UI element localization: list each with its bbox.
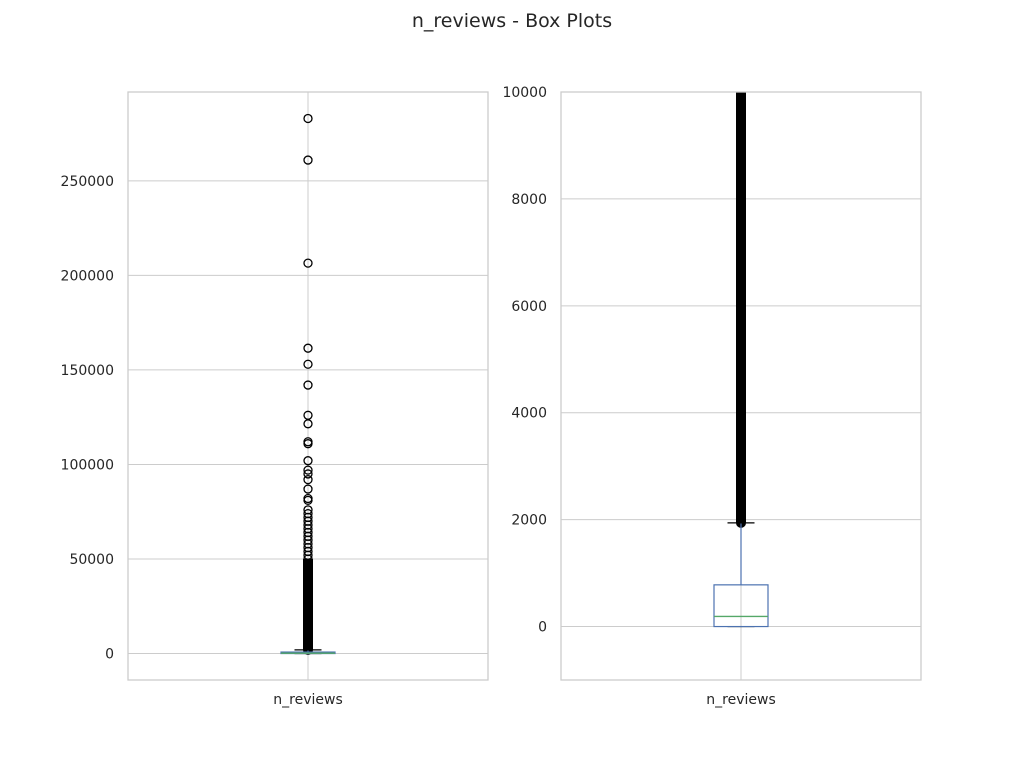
left-outlier-point	[303, 380, 313, 390]
left-outlier-point	[303, 550, 313, 560]
left-y-tick-label: 50000	[69, 552, 114, 568]
figure-title: n_reviews - Box Plots	[411, 10, 613, 32]
right-x-tick-label: n_reviews	[706, 692, 775, 708]
left-y-tick-label: 250000	[61, 174, 114, 190]
left-outlier-point	[303, 469, 313, 479]
left-outlier-point	[303, 419, 313, 429]
right-y-tick-label: 0	[538, 620, 547, 636]
left-outlier-point	[303, 465, 313, 475]
right-y-tick-label: 4000	[511, 406, 547, 422]
left-y-tick-label: 0	[105, 647, 114, 663]
right-dense-outliers	[736, 92, 746, 523]
right-y-tick-label: 6000	[511, 299, 547, 315]
right-y-tick-label: 8000	[511, 192, 547, 208]
left-outlier-point	[303, 155, 313, 165]
left-y-tick-label: 100000	[61, 457, 114, 473]
left-outlier-point	[303, 439, 313, 449]
right-axes-frame	[560, 91, 922, 681]
left-outlier-point	[303, 474, 313, 485]
left-axes-frame	[127, 91, 489, 681]
left-y-tick-label: 150000	[61, 363, 114, 379]
left-outlier-point	[303, 495, 313, 506]
left-outlier-point	[303, 258, 313, 268]
right-panel: 0 2000 4000 6000 8000 10000 n_reviews	[502, 85, 922, 708]
left-dense-outliers	[303, 558, 313, 650]
left-outlier-point	[303, 456, 313, 466]
right-box-plot	[713, 92, 769, 628]
left-y-tick-label: 200000	[61, 268, 114, 284]
left-outlier-point	[303, 343, 313, 353]
right-box	[713, 584, 769, 628]
left-panel: 0 50000 100000 150000 200000 250000 n_reviews	[61, 91, 489, 708]
left-outlier-point	[303, 113, 313, 124]
right-y-tick-label: 2000	[511, 513, 547, 529]
left-outlier-point	[303, 359, 313, 369]
right-y-tick-label: 10000	[502, 85, 547, 101]
left-x-tick-label: n_reviews	[273, 692, 342, 708]
left-outlier-point	[303, 484, 313, 494]
left-box-plot	[280, 113, 336, 655]
left-outlier-point	[303, 554, 313, 564]
